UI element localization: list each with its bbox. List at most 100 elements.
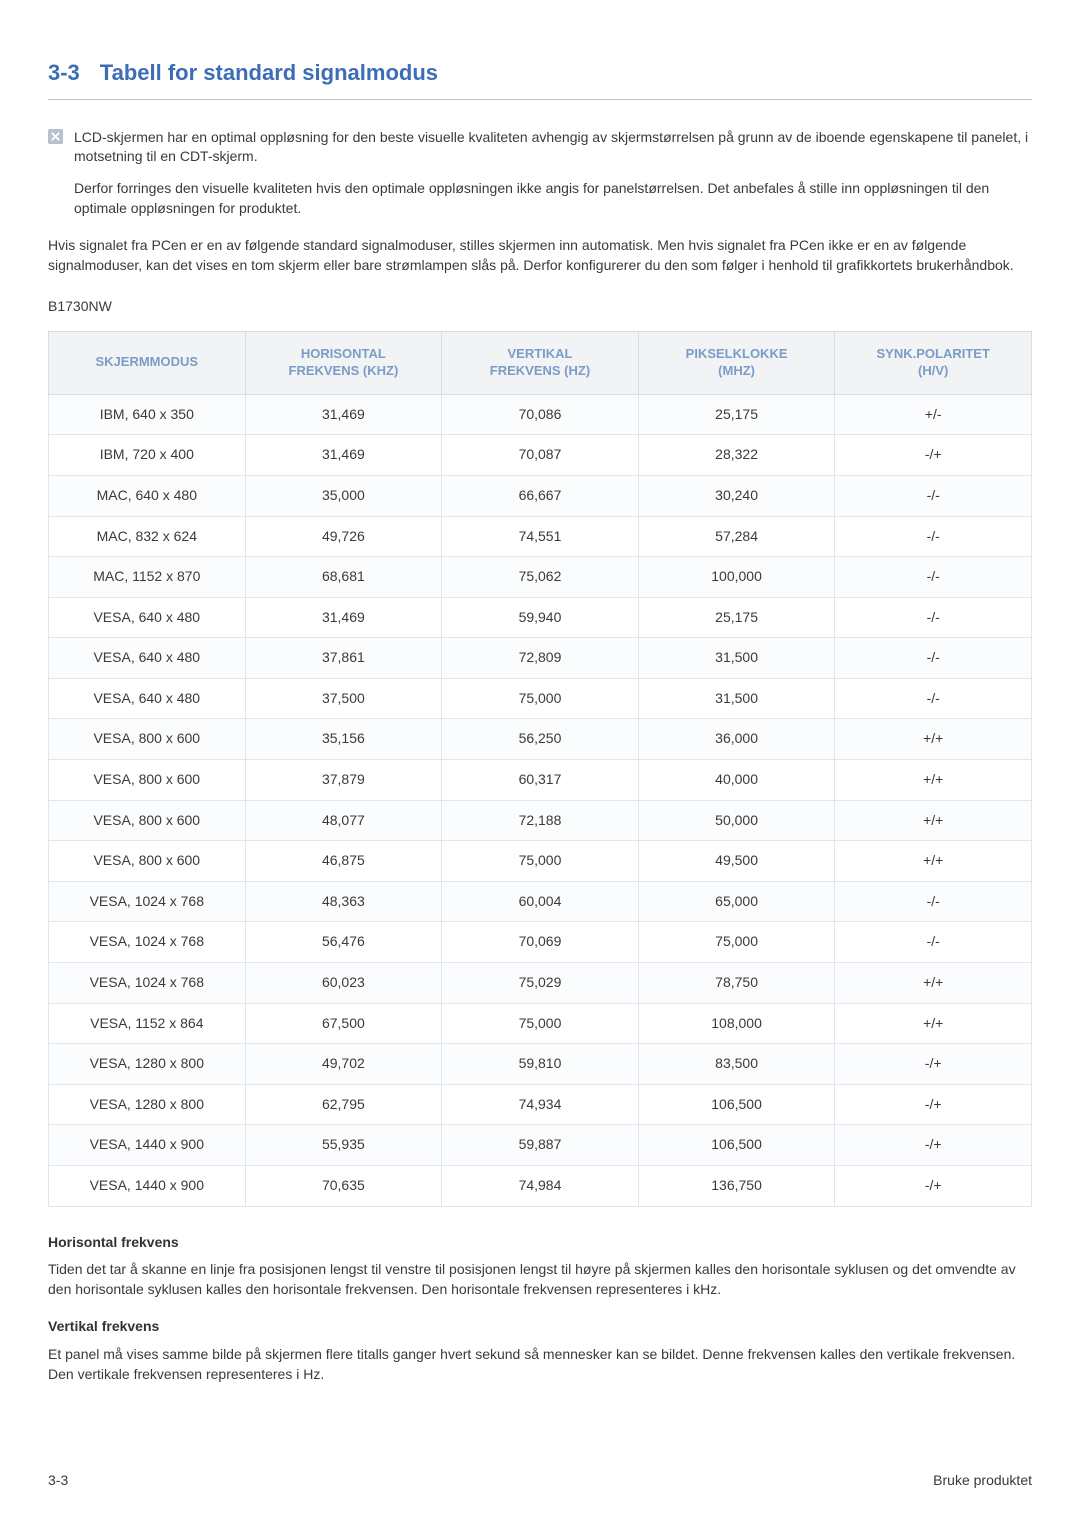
table-cell: 50,000 xyxy=(638,800,835,841)
table-cell: 70,086 xyxy=(442,394,639,435)
table-cell: 70,069 xyxy=(442,922,639,963)
table-cell: -/+ xyxy=(835,1125,1032,1166)
table-cell: 70,087 xyxy=(442,435,639,476)
table-cell: VESA, 640 x 480 xyxy=(49,597,246,638)
table-cell: 65,000 xyxy=(638,881,835,922)
table-cell: -/- xyxy=(835,557,1032,598)
table-cell: 68,681 xyxy=(245,557,442,598)
table-cell: MAC, 1152 x 870 xyxy=(49,557,246,598)
table-cell: MAC, 832 x 624 xyxy=(49,516,246,557)
table-cell: VESA, 1280 x 800 xyxy=(49,1044,246,1085)
table-cell: -/+ xyxy=(835,1166,1032,1207)
table-cell: 48,077 xyxy=(245,800,442,841)
table-cell: +/- xyxy=(835,394,1032,435)
table-cell: 74,551 xyxy=(442,516,639,557)
table-cell: -/- xyxy=(835,638,1032,679)
horizontal-freq-body: Tiden det tar å skanne en linje fra posi… xyxy=(48,1260,1032,1299)
table-row: VESA, 640 x 48037,50075,00031,500-/- xyxy=(49,678,1032,719)
table-cell: VESA, 1024 x 768 xyxy=(49,881,246,922)
table-cell: 75,000 xyxy=(442,1003,639,1044)
table-row: VESA, 800 x 60048,07772,18850,000+/+ xyxy=(49,800,1032,841)
table-cell: VESA, 1440 x 900 xyxy=(49,1125,246,1166)
table-row: VESA, 800 x 60035,15656,25036,000+/+ xyxy=(49,719,1032,760)
table-header-cell: SYNK.POLARITET(H/V) xyxy=(835,331,1032,394)
table-cell: VESA, 640 x 480 xyxy=(49,638,246,679)
table-cell: 106,500 xyxy=(638,1084,835,1125)
table-cell: -/- xyxy=(835,922,1032,963)
table-cell: 59,940 xyxy=(442,597,639,638)
table-cell: VESA, 800 x 600 xyxy=(49,719,246,760)
table-row: MAC, 832 x 62449,72674,55157,284-/- xyxy=(49,516,1032,557)
table-row: MAC, 1152 x 87068,68175,062100,000-/- xyxy=(49,557,1032,598)
table-cell: 83,500 xyxy=(638,1044,835,1085)
table-cell: 75,029 xyxy=(442,963,639,1004)
table-cell: MAC, 640 x 480 xyxy=(49,475,246,516)
table-row: IBM, 640 x 35031,46970,08625,175+/- xyxy=(49,394,1032,435)
table-cell: 62,795 xyxy=(245,1084,442,1125)
table-cell: 25,175 xyxy=(638,394,835,435)
table-cell: 74,934 xyxy=(442,1084,639,1125)
table-cell: -/- xyxy=(835,881,1032,922)
table-cell: 37,879 xyxy=(245,760,442,801)
table-cell: VESA, 640 x 480 xyxy=(49,678,246,719)
table-cell: 31,500 xyxy=(638,678,835,719)
table-cell: +/+ xyxy=(835,760,1032,801)
table-cell: +/+ xyxy=(835,963,1032,1004)
table-cell: VESA, 1440 x 900 xyxy=(49,1166,246,1207)
table-cell: 70,635 xyxy=(245,1166,442,1207)
section-heading: 3-3Tabell for standard signalmodus xyxy=(48,58,1032,100)
note-block: LCD-skjermen har en optimal oppløsning f… xyxy=(74,128,1032,218)
table-cell: 49,702 xyxy=(245,1044,442,1085)
table-cell: VESA, 1024 x 768 xyxy=(49,922,246,963)
table-cell: 35,156 xyxy=(245,719,442,760)
model-label: B1730NW xyxy=(48,297,1032,317)
table-cell: 136,750 xyxy=(638,1166,835,1207)
table-cell: -/+ xyxy=(835,1084,1032,1125)
definitions: Horisontal frekvens Tiden det tar å skan… xyxy=(48,1233,1032,1385)
note-paragraph-2: Derfor forringes den visuelle kvaliteten… xyxy=(74,179,1032,218)
table-cell: -/+ xyxy=(835,435,1032,476)
table-row: MAC, 640 x 48035,00066,66730,240-/- xyxy=(49,475,1032,516)
table-cell: -/+ xyxy=(835,1044,1032,1085)
table-cell: 30,240 xyxy=(638,475,835,516)
table-cell: 25,175 xyxy=(638,597,835,638)
table-cell: 35,000 xyxy=(245,475,442,516)
table-cell: 75,000 xyxy=(442,841,639,882)
table-cell: 60,023 xyxy=(245,963,442,1004)
table-cell: 56,476 xyxy=(245,922,442,963)
table-cell: 55,935 xyxy=(245,1125,442,1166)
table-cell: 75,000 xyxy=(442,678,639,719)
table-cell: 75,062 xyxy=(442,557,639,598)
table-cell: 56,250 xyxy=(442,719,639,760)
table-cell: 108,000 xyxy=(638,1003,835,1044)
table-cell: 57,284 xyxy=(638,516,835,557)
table-row: VESA, 1280 x 80062,79574,934106,500-/+ xyxy=(49,1084,1032,1125)
table-cell: 48,363 xyxy=(245,881,442,922)
table-cell: IBM, 640 x 350 xyxy=(49,394,246,435)
table-row: VESA, 1024 x 76856,47670,06975,000-/- xyxy=(49,922,1032,963)
table-cell: 31,500 xyxy=(638,638,835,679)
table-cell: 28,322 xyxy=(638,435,835,476)
table-row: VESA, 640 x 48037,86172,80931,500-/- xyxy=(49,638,1032,679)
table-header-cell: HORISONTALFREKVENS (KHZ) xyxy=(245,331,442,394)
table-row: VESA, 1024 x 76848,36360,00465,000-/- xyxy=(49,881,1032,922)
table-row: VESA, 800 x 60046,87575,00049,500+/+ xyxy=(49,841,1032,882)
vertical-freq-title: Vertikal frekvens xyxy=(48,1317,1032,1337)
table-cell: +/+ xyxy=(835,841,1032,882)
table-cell: 36,000 xyxy=(638,719,835,760)
table-cell: -/- xyxy=(835,597,1032,638)
table-row: VESA, 1280 x 80049,70259,81083,500-/+ xyxy=(49,1044,1032,1085)
table-row: IBM, 720 x 40031,46970,08728,322-/+ xyxy=(49,435,1032,476)
table-cell: -/- xyxy=(835,475,1032,516)
table-cell: 31,469 xyxy=(245,435,442,476)
table-cell: 74,984 xyxy=(442,1166,639,1207)
table-row: VESA, 1440 x 90055,93559,887106,500-/+ xyxy=(49,1125,1032,1166)
table-cell: 75,000 xyxy=(638,922,835,963)
page-footer: 3-3 Bruke produktet xyxy=(48,1471,1032,1491)
vertical-freq-body: Et panel må vises samme bilde på skjerme… xyxy=(48,1345,1032,1384)
section-title-text: Tabell for standard signalmodus xyxy=(100,60,438,85)
table-row: VESA, 1024 x 76860,02375,02978,750+/+ xyxy=(49,963,1032,1004)
table-cell: 31,469 xyxy=(245,394,442,435)
table-row: VESA, 800 x 60037,87960,31740,000+/+ xyxy=(49,760,1032,801)
table-cell: 60,004 xyxy=(442,881,639,922)
